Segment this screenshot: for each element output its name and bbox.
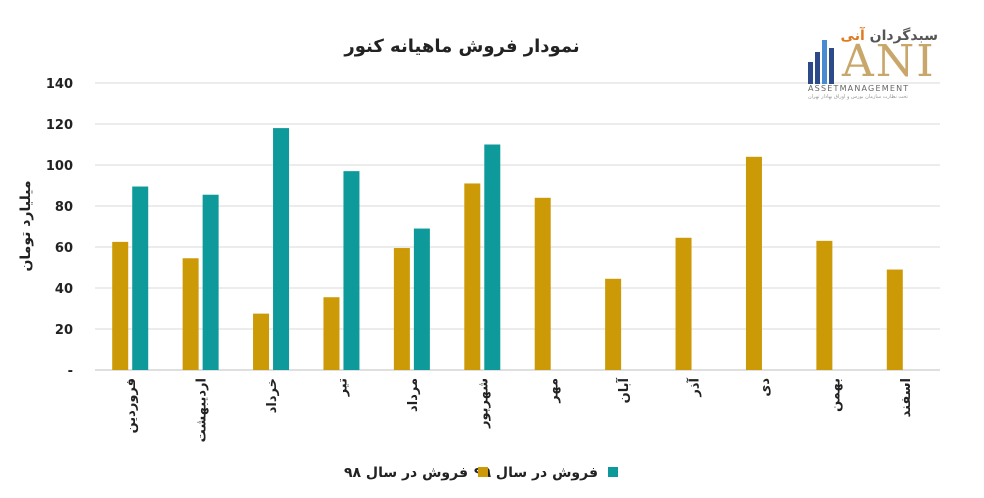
logo-name-fa: سبدگردان آنی — [840, 28, 938, 44]
legend-swatch — [478, 467, 488, 477]
bar-series98 — [253, 313, 270, 370]
bar-series98 — [393, 248, 410, 370]
logo-bars-icon — [808, 40, 834, 84]
x-tick-label: مرداد — [406, 378, 421, 412]
x-tick-label: آذر — [686, 377, 703, 397]
bar-series99 — [413, 228, 430, 370]
x-tick-label: تیر — [335, 378, 350, 397]
y-tick-label: - — [68, 364, 73, 379]
y-tick-label: 100 — [46, 159, 73, 174]
company-logo: سبدگردان آنی ANI ASSETMANAGEMENT تحت نظا… — [806, 28, 938, 104]
bar-series98 — [605, 278, 622, 370]
legend: فروش در سال ۹۹ فروش در سال ۹۸ — [344, 465, 618, 481]
gridlines — [95, 82, 940, 371]
bar-series98 — [464, 183, 481, 370]
bar-series98 — [745, 156, 762, 370]
y-axis-ticks: - 20 40 60 80 100 120 140 — [46, 77, 73, 379]
chart-title: نمودار فروش ماهیانه کنور — [343, 36, 579, 57]
y-tick-label: 140 — [46, 77, 73, 92]
bar-series98 — [534, 197, 551, 370]
x-tick-label: دی — [758, 378, 773, 397]
x-tick-label: فروردین — [124, 378, 139, 433]
x-tick-label: اردیبهشت — [195, 378, 210, 442]
bars — [112, 128, 903, 370]
x-tick-label: آبان — [615, 377, 632, 403]
y-tick-label: 20 — [55, 323, 73, 338]
bar-series99 — [343, 171, 360, 370]
bar-series98 — [675, 237, 692, 370]
x-axis-ticks: فروردین اردیبهشت خرداد تیر مرداد شهریور مهر آبا… — [124, 377, 914, 442]
legend-label: فروش در سال ۹۹ — [474, 465, 598, 481]
logo-name-en: ANI — [842, 36, 936, 87]
x-tick-label: خرداد — [265, 378, 280, 413]
x-tick-label: بهمن — [828, 378, 843, 412]
bar-series98 — [816, 240, 833, 370]
logo-subtitle: ASSETMANAGEMENT — [808, 84, 910, 93]
y-axis-label: میلیارد تومان — [18, 180, 34, 271]
bar-series98 — [323, 297, 340, 370]
x-tick-label: مهر — [547, 378, 562, 404]
bar-series99 — [484, 144, 501, 370]
bar-series98 — [886, 269, 903, 370]
bar-series98 — [112, 241, 129, 370]
logo-tagline: تحت نظارت سازمان بورس و اوراق بهادار تهر… — [808, 94, 908, 100]
bar-series99 — [202, 194, 219, 370]
y-tick-label: 80 — [55, 200, 73, 215]
y-tick-label: 40 — [55, 282, 73, 297]
bar-series99 — [132, 186, 149, 370]
legend-swatch — [608, 467, 618, 477]
legend-label: فروش در سال ۹۸ — [344, 465, 468, 481]
bar-series99 — [273, 128, 290, 370]
x-tick-label: شهریور — [476, 378, 491, 429]
x-tick-label: اسفند — [899, 378, 914, 417]
bar-series98 — [182, 258, 199, 370]
y-tick-label: 120 — [46, 118, 73, 133]
y-tick-label: 60 — [55, 241, 73, 256]
